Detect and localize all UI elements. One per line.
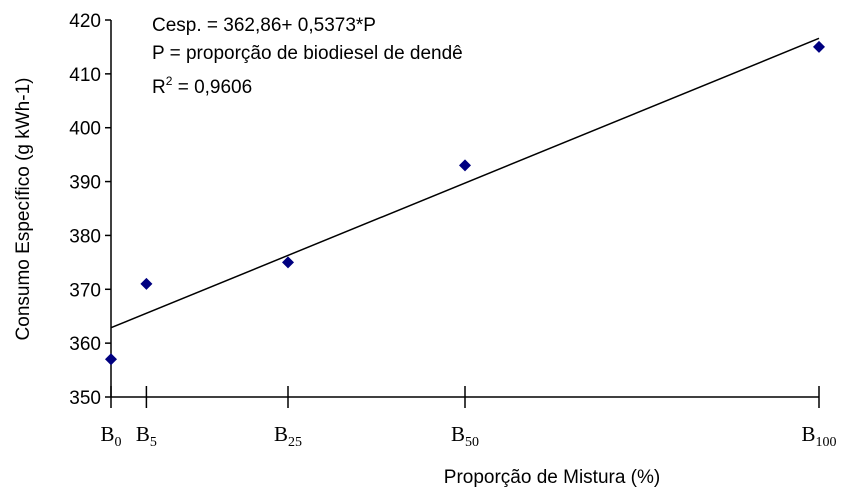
- r-squared-exponent: 2: [166, 74, 173, 88]
- y-tick-label: 400: [69, 119, 101, 140]
- x-tick-label: B100: [801, 422, 836, 450]
- x-tick-label: B0: [100, 422, 121, 450]
- r-squared-text: R2 = 0,9606: [152, 74, 252, 98]
- definition-text: P = proporção de biodiesel de dendê: [152, 43, 463, 64]
- r-squared-value: = 0,9606: [172, 77, 252, 98]
- data-point: [459, 159, 471, 172]
- y-tick-label: 370: [69, 280, 101, 301]
- equation-text: Cesp. = 362,86+ 0,5373*P: [152, 15, 376, 36]
- x-tick-label: B50: [451, 422, 479, 450]
- trendline: [110, 37, 820, 329]
- data-points: [105, 40, 825, 366]
- y-ticks: 350 360 370 380 390 400 410 420: [69, 11, 111, 409]
- data-point: [140, 277, 153, 290]
- data-point: [282, 256, 294, 269]
- y-tick-label: 350: [69, 388, 101, 409]
- x-ticks: B0 B5 B25 B50 B100: [100, 386, 837, 450]
- x-axis-label: Proporção de Mistura (%): [444, 467, 660, 488]
- y-tick-label: 410: [69, 65, 101, 86]
- y-axis-label: Consumo Específico (g kWh-1): [13, 78, 34, 341]
- y-tick-label: 420: [69, 11, 101, 32]
- x-tick-label: B5: [136, 422, 157, 450]
- x-tick-label: B25: [274, 422, 302, 450]
- y-tick-label: 360: [69, 334, 101, 355]
- y-tick-label: 390: [69, 173, 101, 194]
- r-squared-label: R: [152, 77, 166, 98]
- y-tick-label: 380: [69, 226, 101, 247]
- data-point: [105, 353, 117, 366]
- trendline-group: [110, 37, 820, 329]
- data-point: [813, 40, 825, 53]
